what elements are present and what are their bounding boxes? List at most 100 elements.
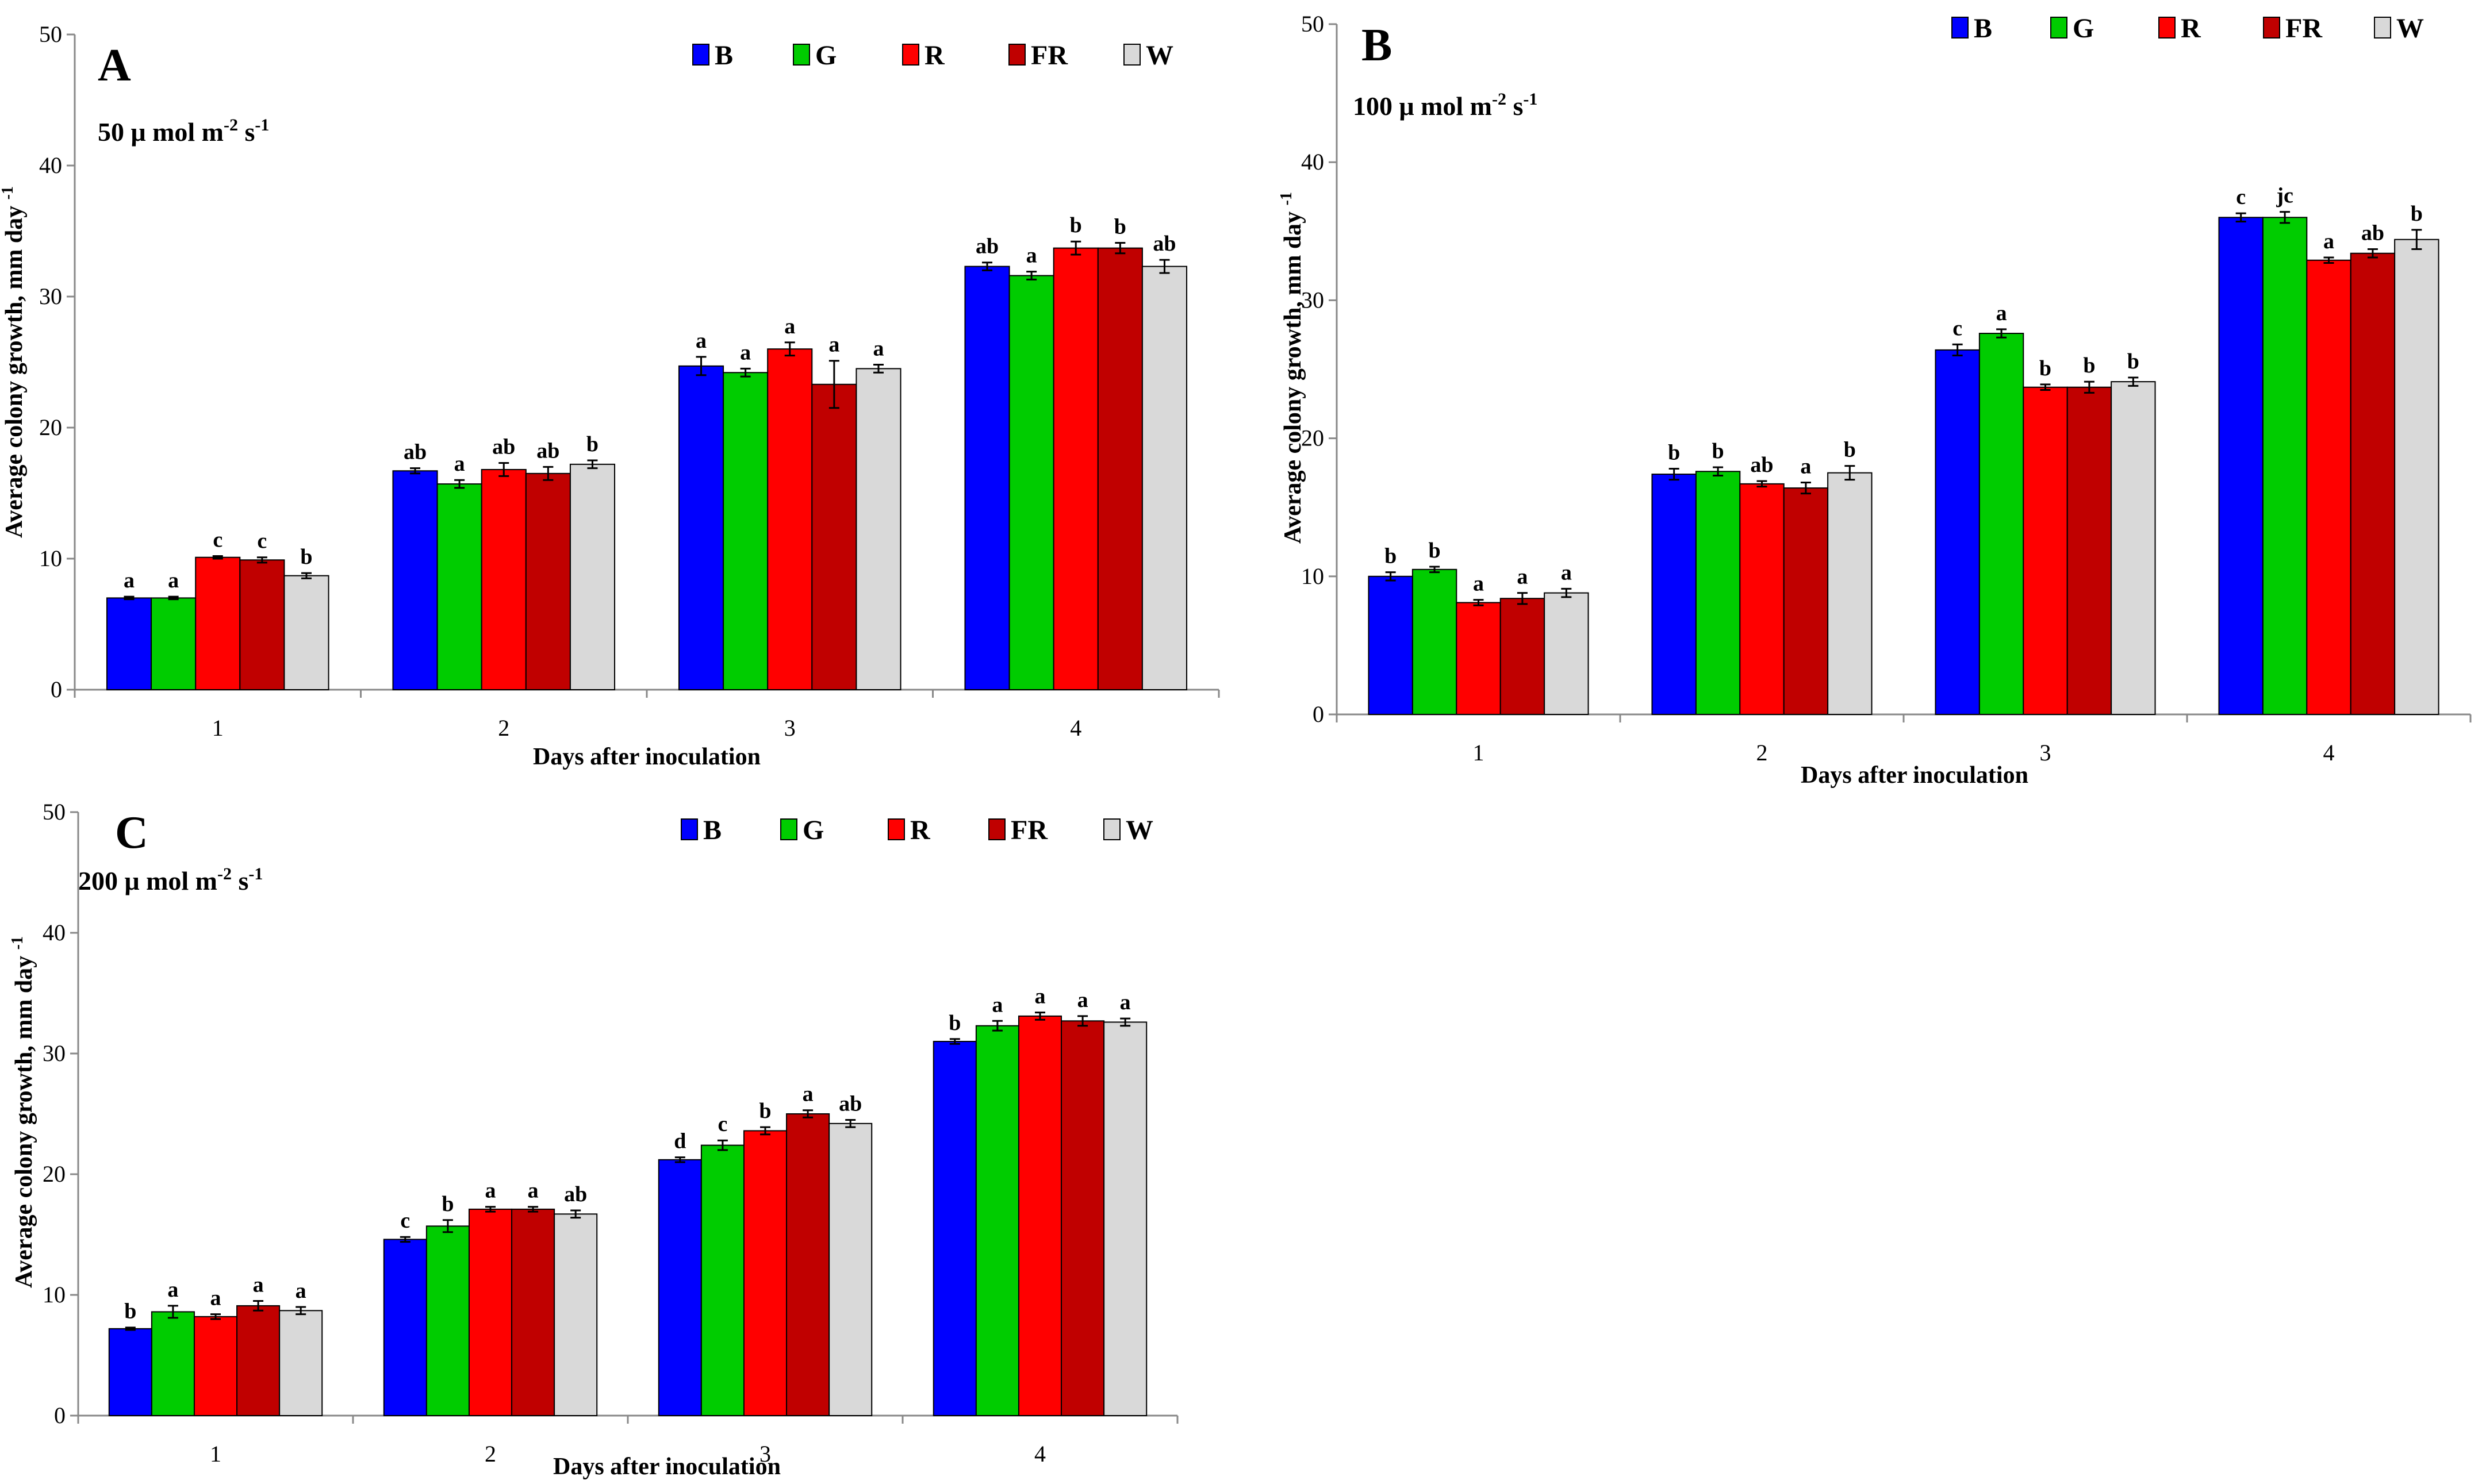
pb-bar-g-day2 (1695, 471, 1741, 715)
pc-error-bar (992, 1020, 1003, 1032)
pa-sig-letter: a (124, 568, 135, 593)
pb-bar-g-day1 (1411, 568, 1457, 715)
pa-error-bar (212, 555, 223, 560)
pc-sig-letter: a (167, 1278, 178, 1302)
pc-bar-w-day3 (828, 1122, 873, 1417)
pb-y-tick-label: 50 (1301, 11, 1324, 37)
pb-bar-r-day4 (2306, 259, 2351, 715)
pb-error-bar (1996, 328, 2007, 339)
pc-legend-label-w: W (1126, 815, 1153, 845)
pa-bar-g-day3 (723, 372, 769, 690)
pa-legend-swatch-g (793, 44, 810, 66)
pa-x-tick-label: 1 (212, 715, 224, 741)
pb-sig-letter: b (2039, 356, 2051, 380)
pb-bar-fr-day4 (2350, 252, 2396, 715)
pb-bar-b-day3 (1935, 349, 1980, 715)
pb-bar-fr-day1 (1499, 598, 1545, 716)
pc-sig-letter: a (992, 993, 1003, 1017)
pc-bar-r-day3 (743, 1130, 788, 1417)
pb-y-tick-label: 10 (1301, 563, 1324, 589)
pa-bar-r-day1 (195, 556, 241, 690)
pa-sig-letter: a (828, 333, 839, 357)
pb-bar-fr-day2 (1783, 487, 1829, 716)
pb-bar-w-day3 (2111, 381, 2156, 715)
pc-panel-letter: C (115, 808, 148, 858)
pa-error-bar (543, 466, 554, 481)
pc-error-bar (1120, 1017, 1131, 1027)
pc-x-tick-label: 3 (759, 1441, 771, 1467)
pa-error-bar (784, 341, 795, 357)
pc-y-tick-label: 50 (43, 799, 66, 825)
pc-bar-r-day2 (468, 1208, 513, 1416)
pa-bar-g-day1 (151, 597, 197, 691)
pb-x-axis-title: Days after inoculation (1801, 762, 2028, 789)
pc-bar-r-day4 (1018, 1015, 1062, 1416)
pb-bar-g-day3 (1978, 333, 2024, 715)
pa-error-bar (828, 360, 839, 409)
pa-sig-letter: c (257, 529, 267, 553)
pa-sig-letter: ab (1153, 232, 1176, 256)
pc-error-bar (400, 1236, 411, 1243)
pa-bar-r-day4 (1053, 247, 1099, 690)
pc-bar-fr-day3 (786, 1113, 830, 1416)
pc-error-bar (167, 1305, 178, 1319)
pb-error-bar (1429, 566, 1440, 574)
pb-bar-b-day4 (2218, 217, 2264, 715)
pb-subtitle: 100 μ mol m-2 s-1 (1353, 90, 1537, 121)
pc-x-tick-label: 4 (1034, 1441, 1046, 1467)
pc-bar-g-day3 (700, 1144, 745, 1416)
pa-y-tick-label: 40 (39, 152, 62, 178)
pa-error-bar (696, 356, 707, 376)
pa-bar-b-day3 (678, 365, 724, 690)
pc-bar-fr-day2 (511, 1208, 555, 1416)
pc-y-tick-label: 0 (54, 1402, 66, 1428)
pb-error-bar (1756, 480, 1767, 488)
pa-x-tick-label: 2 (498, 715, 509, 741)
pb-error-bar (2128, 376, 2139, 387)
pa-legend-swatch-r (902, 44, 919, 66)
pb-x-tick-label: 1 (1473, 740, 1484, 766)
pc-sig-letter: ab (564, 1182, 587, 1206)
pc-legend-swatch-b (681, 818, 698, 840)
pb-error-bar (2411, 229, 2422, 251)
pb-bar-r-day3 (2023, 386, 2068, 715)
pa-legend-label-g: G (815, 40, 837, 71)
pa-sig-letter: b (300, 545, 312, 569)
pb-error-bar (1561, 587, 1572, 598)
pa-error-bar (982, 262, 993, 271)
pc-sig-letter: a (1077, 988, 1088, 1012)
pa-sig-letter: ab (536, 439, 559, 463)
pb-error-bar (1800, 481, 1811, 495)
pa-sig-letter: b (586, 432, 599, 456)
pa-error-bar (410, 467, 421, 475)
pc-subtitle: 200 μ mol m-2 s-1 (78, 864, 263, 895)
pa-bar-fr-day3 (811, 383, 857, 690)
pa-y-axis-title: Average colony growth, mm day -1 (0, 186, 28, 538)
pc-legend-label-fr: FR (1011, 815, 1048, 845)
pb-sig-letter: b (1844, 438, 1856, 462)
pc-x-axis-title: Days after inoculation (553, 1454, 781, 1480)
pb-legend-swatch-fr (2263, 17, 2280, 39)
pb-error-bar (1713, 466, 1724, 476)
pa-legend-label-fr: FR (1031, 40, 1068, 71)
pc-x-tick-label: 1 (210, 1441, 221, 1467)
pc-error-bar (125, 1327, 136, 1331)
pb-error-bar (1517, 592, 1528, 605)
pa-bar-w-day1 (283, 575, 329, 691)
pc-legend-swatch-r (888, 818, 905, 840)
pb-error-bar (2235, 212, 2246, 222)
pc-bar-w-day1 (279, 1310, 323, 1417)
pc-sig-letter: b (124, 1300, 136, 1324)
pb-bar-r-day2 (1739, 483, 1785, 716)
pa-error-bar (301, 572, 312, 579)
pb-bar-r-day1 (1456, 602, 1501, 715)
pc-error-bar (253, 1300, 264, 1312)
pa-sig-letter: a (696, 329, 707, 353)
pc-sig-letter: a (803, 1082, 814, 1106)
pa-bar-w-day2 (569, 463, 616, 691)
pa-legend-label-w: W (1146, 40, 1173, 71)
pb-sig-letter: b (2083, 353, 2095, 378)
pa-error-bar (873, 364, 884, 374)
pb-sig-letter: b (2127, 349, 2139, 374)
pc-sig-letter: b (949, 1011, 961, 1035)
